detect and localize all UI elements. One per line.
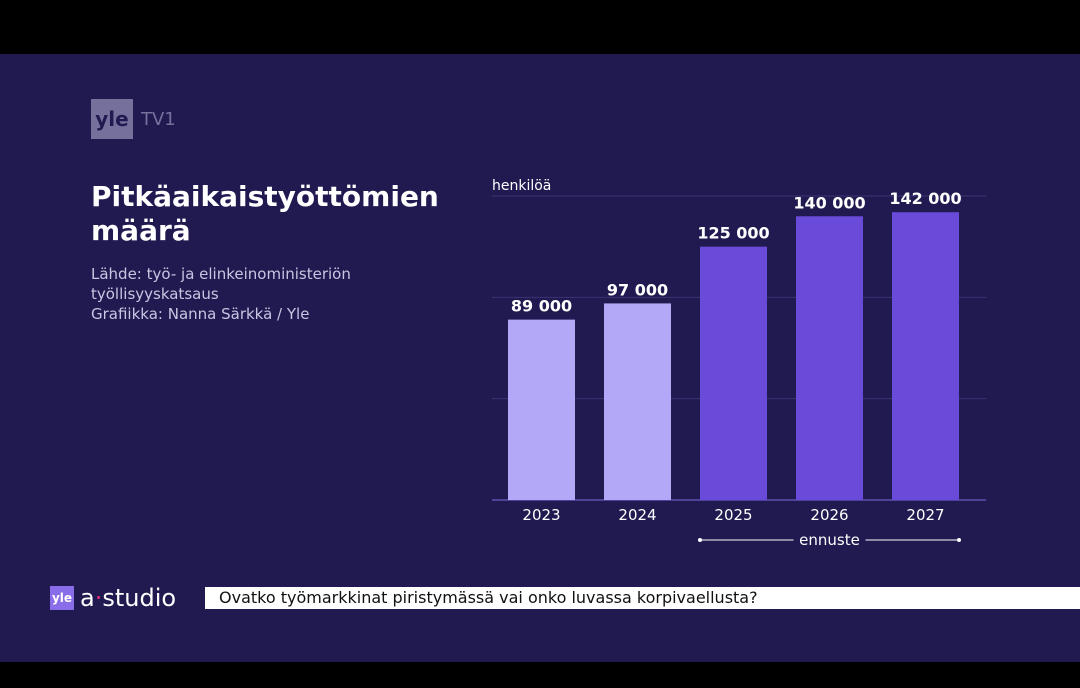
- source-line-1: Lähde: työ- ja elinkeinoministeriön: [91, 265, 351, 283]
- bar-2024: [604, 303, 671, 500]
- forecast-end-left: [698, 538, 702, 542]
- category-label-2027: 2027: [906, 506, 944, 524]
- program-suffix: studio: [102, 584, 177, 612]
- source-line-2: työllisyyskatsaus: [91, 285, 219, 303]
- y-axis-label: henkilöä: [492, 178, 551, 194]
- news-ticker: Ovatko työmarkkinat piristymässä vai onk…: [205, 587, 1080, 609]
- category-label-2025: 2025: [714, 506, 752, 524]
- program-name: a·studio: [80, 584, 176, 612]
- yle-tv1-logo: yle TV1: [91, 99, 176, 139]
- credit-line: Grafiikka: Nanna Särkkä / Yle: [91, 305, 310, 323]
- source-credits: Lähde: työ- ja elinkeinoministeriön työl…: [91, 264, 421, 324]
- chart-title: Pitkäaikaistyöttömien määrä: [91, 180, 439, 247]
- program-logo: yle a·studio: [50, 584, 176, 612]
- value-label-2026: 140 000: [793, 193, 865, 212]
- bar-2027: [892, 212, 959, 501]
- bar-2025: [700, 246, 767, 500]
- category-label-2024: 2024: [618, 506, 656, 524]
- value-label-2027: 142 000: [889, 189, 961, 208]
- channel-label: TV1: [141, 108, 176, 130]
- program-dot-icon: ·: [94, 584, 103, 612]
- bar-2023: [508, 319, 575, 500]
- forecast-end-right: [957, 538, 961, 542]
- program-prefix: a: [80, 584, 95, 612]
- category-label-2026: 2026: [810, 506, 848, 524]
- yle-logo-box: yle: [91, 99, 133, 139]
- bar-chart: henkilöä 89 000 2023 97 000 2024 125 000 2025…: [492, 178, 986, 549]
- lower-third: yle a·studio Ovatko työmarkkinat piristy…: [0, 584, 1080, 612]
- yle-mini-logo: yle: [50, 586, 74, 610]
- category-label-2023: 2023: [522, 506, 560, 524]
- value-label-2023: 89 000: [511, 297, 572, 316]
- bars-group: 89 000 2023 97 000 2024 125 000 2025 140 000 20…: [508, 189, 962, 524]
- bar-2026: [796, 216, 863, 500]
- forecast-label: ennuste: [799, 531, 860, 549]
- value-label-2025: 125 000: [697, 224, 769, 243]
- forecast-indicator: ennuste: [698, 531, 961, 549]
- value-label-2024: 97 000: [607, 280, 668, 299]
